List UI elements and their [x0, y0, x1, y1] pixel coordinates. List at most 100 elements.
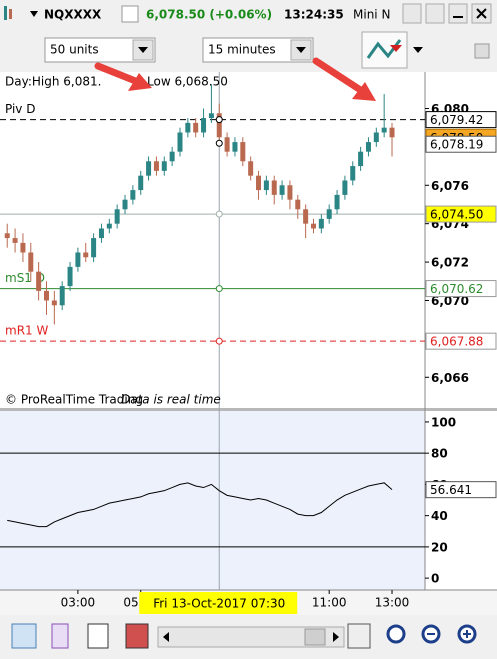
crosshair-dot [215, 210, 223, 218]
y-tick-label: 6,076 [431, 179, 469, 193]
price-label-box [425, 481, 497, 499]
indicator-line [7, 482, 393, 528]
price-panel [0, 72, 425, 408]
clock: 13:24:35 [284, 8, 344, 22]
price-label: 6,067.88 [430, 335, 483, 349]
crosshair-dot [215, 139, 223, 147]
day-low: Low 6,068.50 [147, 75, 228, 89]
candle-body [318, 218, 324, 229]
candle-body [28, 252, 34, 272]
candle-body [208, 113, 214, 119]
price-label: 56.641 [430, 483, 472, 497]
candle-body [122, 199, 128, 210]
price-label-box [425, 332, 497, 350]
y-tick-label: 6,072 [431, 256, 469, 270]
zoom-in-glyph [463, 630, 471, 638]
crosshair-dot [215, 285, 223, 293]
candle-body [185, 122, 191, 133]
draw-tool[interactable] [11, 623, 37, 649]
price-label: 6,074.50 [430, 208, 483, 222]
candle-body [326, 209, 332, 219]
candle-body [193, 122, 199, 133]
detail-button[interactable] [121, 5, 139, 23]
candle-body [373, 132, 379, 143]
panel-divider[interactable] [0, 408, 497, 411]
crosshair-time: Fri 13-Oct-2017 07:30 [153, 597, 285, 611]
tools-dropdown[interactable] [413, 47, 423, 53]
candle-body [153, 161, 159, 171]
marks-layer [4, 84, 395, 528]
candle-body [177, 132, 183, 152]
chart-toolbar: 50 units 15 minutes [44, 31, 490, 69]
indicator-tool[interactable] [51, 623, 69, 649]
annotation-arrows [94, 57, 376, 101]
candle-body [98, 228, 104, 239]
candle-body [310, 223, 316, 229]
indicator-axis [425, 411, 497, 590]
scrollbar[interactable] [157, 626, 345, 648]
candle-body [381, 127, 387, 133]
scroll-thumb[interactable] [304, 628, 326, 646]
candle-body [224, 137, 230, 152]
candle-body [342, 180, 348, 195]
credit: © ProRealTime Trading [5, 393, 143, 407]
scroll-right[interactable] [333, 632, 339, 642]
x-tick-label: 03:00 [61, 596, 96, 610]
candle-body [138, 175, 144, 191]
menu-button[interactable] [425, 3, 445, 24]
price-label: 6,078.19 [430, 138, 483, 152]
candle-body [4, 233, 10, 239]
list-tool[interactable] [87, 623, 109, 649]
zoom-tool[interactable] [386, 624, 406, 644]
crosshair-time-box [139, 592, 298, 614]
side-button[interactable] [474, 43, 490, 59]
candle-body [20, 242, 26, 253]
title-bar: NQXXXX 6,078.50 (+0.06%) 13:24:35 Mini N [4, 3, 492, 24]
close-glyph [476, 8, 487, 19]
candle-body [106, 223, 112, 229]
order-tool[interactable] [125, 623, 149, 649]
y-tick-label: 80 [431, 447, 448, 461]
minimize-button[interactable] [448, 3, 468, 24]
candle-body [83, 252, 89, 258]
scroll-left[interactable] [163, 632, 169, 642]
candle-body [389, 127, 395, 138]
pin-button[interactable] [402, 3, 422, 24]
candle-body [91, 238, 97, 258]
symbol-dropdown[interactable] [30, 11, 38, 17]
crosshair-dot [215, 116, 223, 124]
candle-body [36, 271, 42, 291]
candle-body [350, 166, 356, 181]
candle-body [365, 142, 371, 152]
price-label-box [425, 205, 497, 223]
arrow-head [128, 73, 152, 91]
candle-body [256, 175, 262, 191]
symbol: NQXXXX [44, 8, 102, 22]
candle-body [303, 209, 309, 224]
interval-arrow [296, 47, 306, 53]
hand-tool[interactable] [347, 623, 371, 649]
x-tick-label: 11:00 [312, 596, 347, 610]
candle-body [67, 266, 73, 287]
candle-body [287, 185, 293, 200]
indicator-panel [0, 411, 425, 590]
candle-body [59, 286, 65, 306]
candle-body [232, 142, 238, 152]
symbol-icon[interactable] [4, 6, 7, 20]
candle-body [169, 151, 175, 162]
candle-body [248, 161, 254, 176]
symbol-icon-part [9, 9, 12, 19]
candle-body [358, 151, 364, 167]
status: Data is real time [121, 393, 221, 407]
candle-body [114, 209, 120, 224]
y-tick-label: 0 [431, 572, 439, 586]
y-tick-label: 20 [431, 540, 448, 554]
candle-body [146, 161, 152, 176]
y-tick-label: 6,066 [431, 371, 469, 385]
last-price: 6,078.50 (+0.06%) [146, 8, 272, 22]
candle-body [334, 194, 340, 210]
candle-body [216, 113, 222, 138]
level-name: mR1 W [5, 324, 48, 338]
